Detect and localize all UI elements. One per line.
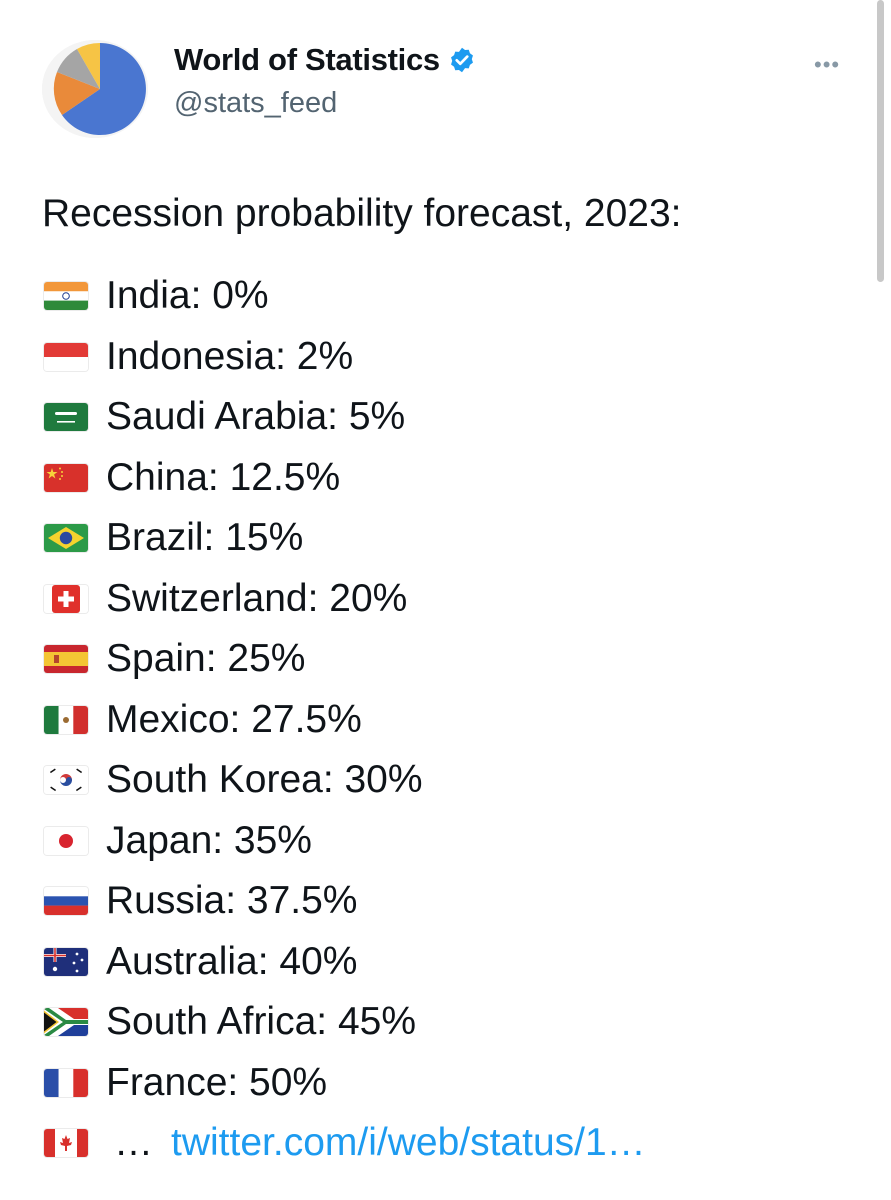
list-item-text: Switzerland: 20%: [106, 576, 408, 620]
mexico-flag-icon: [44, 705, 88, 734]
australia-flag-icon: [44, 947, 88, 976]
china-flag-icon: [44, 463, 88, 492]
brazil-flag-icon: [44, 524, 88, 553]
truncated-row: … twitter.com/i/web/status/1…: [44, 1113, 646, 1174]
france-flag-icon: [44, 1068, 88, 1097]
list-item: South Korea: 30%: [44, 750, 646, 811]
list-item-text: Mexico: 27.5%: [106, 697, 362, 741]
list-item: India: 0%: [44, 266, 646, 327]
saudi-arabia-flag-icon: [44, 403, 88, 432]
tweet-heading: Recession probability forecast, 2023:: [42, 192, 682, 235]
forecast-list: India: 0% Indonesia: 2% Saudi Arabia: 5%…: [44, 266, 646, 1174]
list-item-text: China: 12.5%: [106, 455, 341, 499]
list-item: Russia: 37.5%: [44, 871, 646, 932]
list-item-text: Brazil: 15%: [106, 516, 304, 560]
list-item: Brazil: 15%: [44, 508, 646, 569]
indonesia-flag-icon: [44, 342, 88, 371]
list-item: Indonesia: 2%: [44, 327, 646, 388]
list-item: France: 50%: [44, 1053, 646, 1114]
list-item-text: Spain: 25%: [106, 637, 306, 681]
russia-flag-icon: [44, 887, 88, 916]
list-item-text: Australia: 40%: [106, 939, 358, 983]
scrollbar[interactable]: [877, 0, 884, 282]
list-item-text: Japan: 35%: [106, 818, 312, 862]
handle[interactable]: @stats_feed: [174, 87, 338, 119]
japan-flag-icon: [44, 826, 88, 855]
list-item: Spain: 25%: [44, 629, 646, 690]
list-item: Saudi Arabia: 5%: [44, 387, 646, 448]
display-name[interactable]: World of Statistics: [174, 42, 440, 77]
list-item: Switzerland: 20%: [44, 569, 646, 630]
switzerland-flag-icon: [44, 584, 88, 613]
pie-chart-icon: [42, 40, 148, 138]
list-item-text: South Africa: 45%: [106, 1000, 417, 1044]
list-item-text: India: 0%: [106, 274, 269, 318]
tweet-link[interactable]: twitter.com/i/web/status/1…: [171, 1121, 646, 1165]
ellipsis: …: [114, 1121, 153, 1165]
india-flag-icon: [44, 282, 88, 311]
list-item-text: South Korea: 30%: [106, 758, 423, 802]
list-item: South Africa: 45%: [44, 992, 646, 1053]
list-item-text: Indonesia: 2%: [106, 334, 354, 378]
spain-flag-icon: [44, 645, 88, 674]
list-item-text: Russia: 37.5%: [106, 879, 358, 923]
more-options-icon[interactable]: •••: [814, 52, 841, 77]
list-item: China: 12.5%: [44, 448, 646, 509]
verified-badge-icon: [448, 46, 476, 74]
author-name-row: World of Statistics: [174, 42, 476, 78]
list-item: Mexico: 27.5%: [44, 690, 646, 751]
list-item-text: Saudi Arabia: 5%: [106, 395, 406, 439]
list-item-text: France: 50%: [106, 1060, 328, 1104]
avatar[interactable]: [42, 40, 148, 138]
south-africa-flag-icon: [44, 1008, 88, 1037]
canada-flag-icon: [44, 1129, 88, 1158]
list-item: Japan: 35%: [44, 811, 646, 872]
list-item: Australia: 40%: [44, 932, 646, 993]
south-korea-flag-icon: [44, 766, 88, 795]
